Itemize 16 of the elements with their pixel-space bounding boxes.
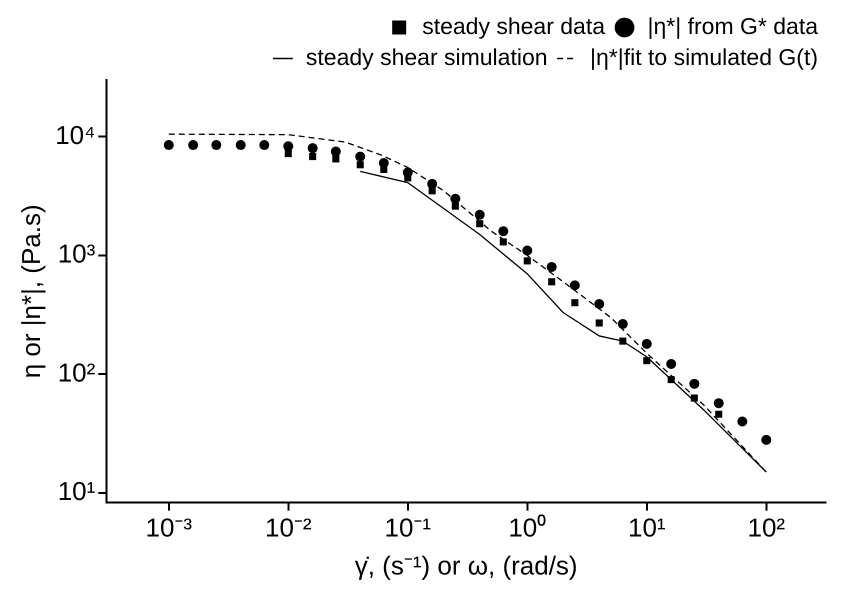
x-tick-label: 10⁰: [508, 512, 546, 542]
legend-label: |η*| from G* data: [648, 12, 818, 39]
x-tick-label: 10¹: [628, 512, 666, 542]
y-axis-title: η or |η*|, (Pa.s): [16, 204, 46, 378]
x-tick-label: 10⁻²: [264, 512, 312, 542]
x-tick-label: 10⁻³: [145, 512, 192, 542]
legend-label: |η*|fit to simulated G(t): [590, 44, 818, 70]
legend-label: steady shear simulation: [306, 44, 548, 70]
x-axis-title: γ̇, (s⁻¹) or ω, (rad/s): [354, 550, 578, 581]
y-tick-label: 10³: [58, 238, 96, 269]
legend-label: steady shear data: [422, 12, 606, 39]
y-tick-label: 10²: [58, 357, 96, 388]
y-tick-label: 10⁴: [55, 120, 96, 150]
y-tick-label: 10¹: [58, 476, 96, 506]
x-tick-label: 10⁻¹: [384, 512, 432, 542]
x-tick-label: 10²: [747, 512, 786, 542]
